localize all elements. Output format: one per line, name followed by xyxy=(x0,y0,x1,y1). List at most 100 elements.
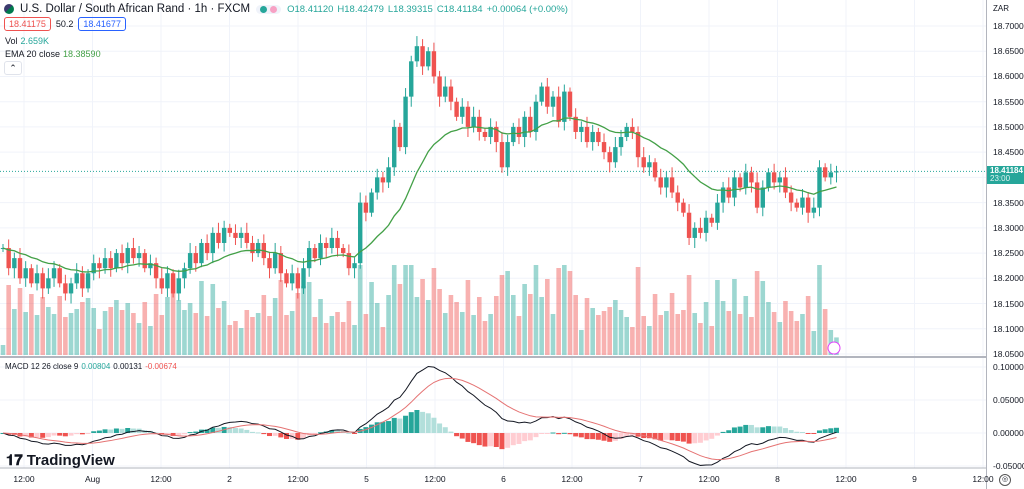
candle-body xyxy=(590,131,595,143)
volume-bar xyxy=(669,293,675,355)
volume-bar xyxy=(788,311,794,355)
candle-body xyxy=(777,177,782,183)
candle-body xyxy=(267,258,272,269)
volume-bar xyxy=(216,308,221,355)
settings-icon[interactable]: ◎ xyxy=(999,474,1011,486)
volume-bar xyxy=(822,309,828,355)
volume-bar xyxy=(102,311,108,355)
symbol-title[interactable]: U.S. Dollar / South African Rand · 1h · … xyxy=(20,3,251,15)
candle-body xyxy=(363,202,369,213)
candle-body xyxy=(652,162,658,178)
volume-bar xyxy=(176,300,182,355)
macd-histogram-bar xyxy=(40,433,46,438)
macd-histogram-bar xyxy=(176,433,182,436)
macd-histogram-bar xyxy=(777,426,783,433)
candle-body xyxy=(828,172,834,178)
candle-body xyxy=(539,86,544,102)
macd-histogram-bar xyxy=(505,433,511,448)
volume-bar xyxy=(187,303,193,355)
macd-histogram-bar xyxy=(675,433,681,441)
time-label: 7 xyxy=(638,474,643,484)
volume-bar xyxy=(681,310,686,355)
price-tick: 18.25000 xyxy=(993,248,1024,259)
time-label: 12:00 xyxy=(424,474,446,484)
macd-histogram-bar xyxy=(301,433,307,439)
macd-histogram-bar xyxy=(448,431,454,433)
candle-body xyxy=(681,202,686,213)
macd-label: MACD 12 26 close 9 xyxy=(5,362,79,371)
candle-body xyxy=(482,131,488,138)
volume-bar xyxy=(244,310,250,355)
candle-body xyxy=(369,192,374,213)
candle-body xyxy=(477,116,482,132)
macd-histogram-bar xyxy=(113,428,119,433)
macd-histogram-bar xyxy=(669,433,675,441)
macd-histogram-bar xyxy=(266,433,272,437)
candle-body xyxy=(522,116,527,138)
macd-histogram-bar xyxy=(709,433,715,439)
volume-bar xyxy=(255,313,261,355)
macd-histogram-bar xyxy=(476,433,482,446)
volume-bar xyxy=(289,311,295,355)
collapse-legend-button[interactable]: ⌃ xyxy=(4,61,22,75)
volume-bar xyxy=(692,313,698,355)
volume-legend[interactable]: Vol 2.659K xyxy=(5,36,49,46)
price-axis[interactable]: ZAR 18.70000 18.65000 18.60000 18.55000 18.5… xyxy=(986,0,1024,489)
volume-bar xyxy=(148,326,153,355)
volume-bar xyxy=(766,302,771,355)
volume-bar xyxy=(238,328,244,355)
candle-body xyxy=(443,86,448,97)
volume-bar xyxy=(607,307,612,355)
macd-histogram-bar xyxy=(442,427,448,433)
currency-label[interactable]: ZAR xyxy=(993,4,1009,13)
candle-body xyxy=(153,263,159,279)
macd-histogram-bar xyxy=(567,433,573,435)
volume-bar xyxy=(539,297,544,355)
volume-bar xyxy=(726,311,732,355)
volume-bar xyxy=(108,307,114,355)
candle-body xyxy=(392,126,397,168)
macd-legend[interactable]: MACD 12 26 close 9 0.00804 0.00131 -0.00674 xyxy=(5,362,177,371)
macd-histogram-bar xyxy=(454,433,460,437)
volume-bar xyxy=(533,265,539,355)
candle-body xyxy=(692,227,697,238)
candle-body xyxy=(85,273,91,289)
macd-histogram-bar xyxy=(28,433,34,438)
price-tick: 18.05000 xyxy=(993,348,1024,359)
volume-bar xyxy=(760,281,766,355)
macd-histogram-bar xyxy=(488,433,494,447)
macd-histogram-bar xyxy=(204,429,210,433)
macd-histogram-bar xyxy=(629,433,635,436)
macd-histogram-bar xyxy=(227,427,233,433)
macd-histogram-bar xyxy=(261,433,267,435)
macd-histogram-bar xyxy=(85,433,91,434)
sell-button[interactable]: 18.41175 xyxy=(4,17,51,31)
volume-bar xyxy=(170,279,176,355)
volume-bar xyxy=(562,265,567,355)
candle-body xyxy=(74,273,79,284)
macd-histogram-bar xyxy=(369,424,375,433)
macd-histogram-bar xyxy=(799,431,805,433)
buy-button[interactable]: 18.41677 xyxy=(78,17,126,31)
ema-legend[interactable]: EMA 20 close 18.38590 xyxy=(5,49,101,59)
volume-bar xyxy=(57,296,62,355)
volume-bar xyxy=(658,315,664,355)
macd-histogram-bar xyxy=(510,433,516,446)
market-status[interactable] xyxy=(256,4,282,14)
candle-body xyxy=(618,137,624,148)
price-chart[interactable] xyxy=(0,0,986,489)
volume-bar xyxy=(425,300,431,355)
price-tick: 18.30000 xyxy=(993,222,1024,233)
candle-body xyxy=(754,182,760,208)
volume-bar xyxy=(732,279,737,355)
volume-bar xyxy=(601,311,607,355)
volume-bar xyxy=(573,295,578,355)
tradingview-logo[interactable]: 𝟏𝟕 TradingView xyxy=(6,452,115,469)
macd-histogram-bar xyxy=(23,433,29,437)
candle-body xyxy=(29,268,34,284)
macd-histogram-bar xyxy=(573,433,579,437)
candle-body xyxy=(380,177,386,183)
volume-bar xyxy=(437,289,442,355)
candle-body xyxy=(494,126,499,143)
ema-label: EMA 20 close xyxy=(5,49,61,59)
